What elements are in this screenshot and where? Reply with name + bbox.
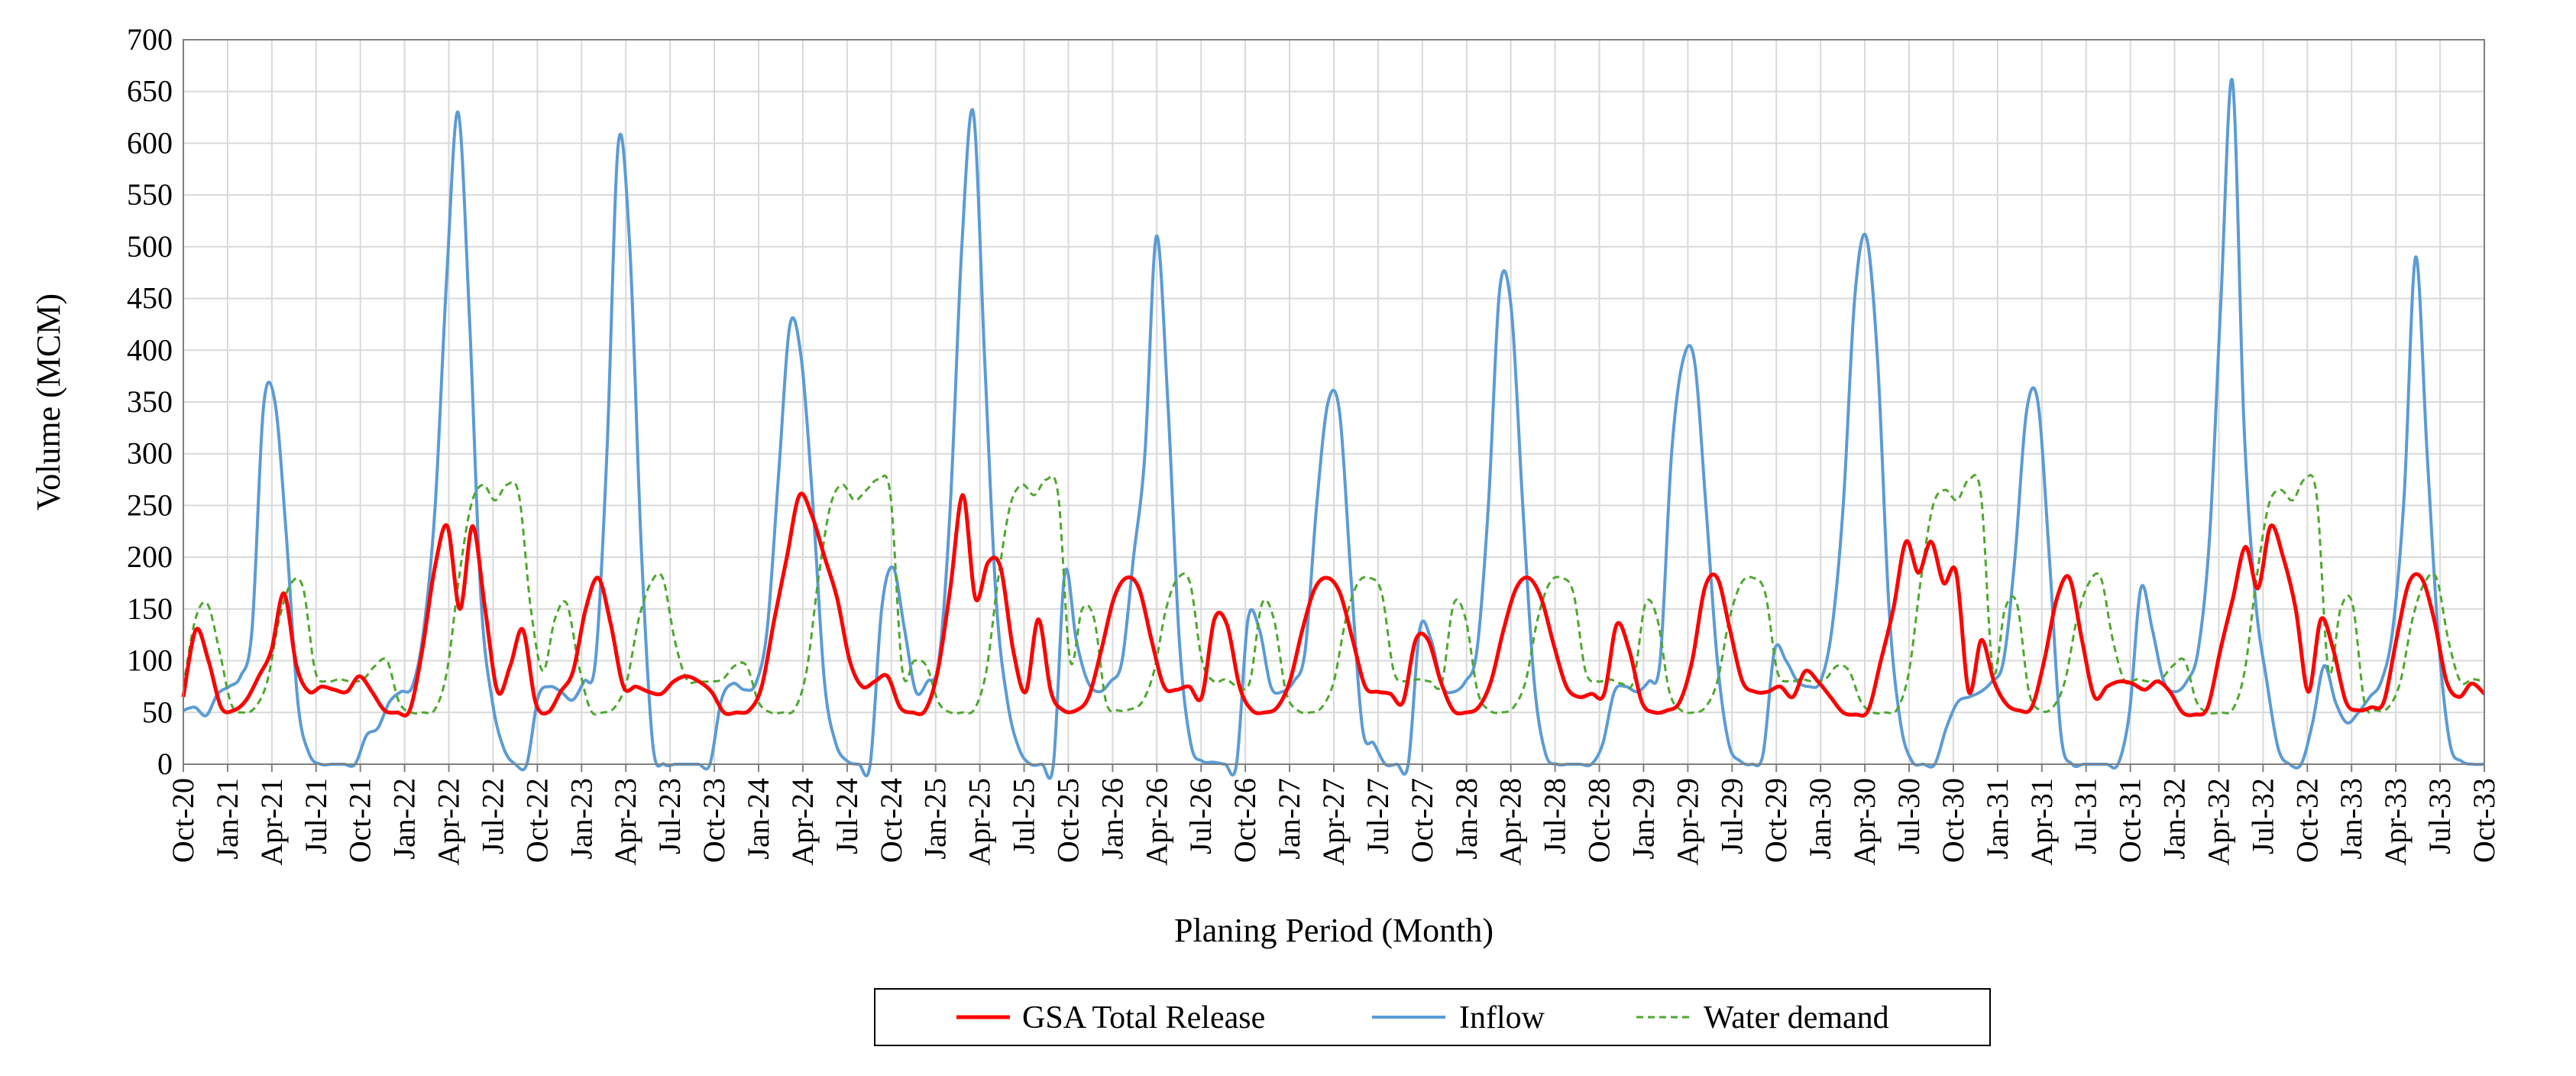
x-tick-label-Jan-31: Jan-31 [1980, 778, 2015, 860]
y-tick-label-450: 450 [127, 281, 173, 316]
x-tick-label-Oct-27: Oct-27 [1405, 778, 1439, 863]
y-tick-label-700: 700 [127, 22, 173, 57]
x-tick-label-Apr-33: Apr-33 [2378, 778, 2413, 866]
x-tick-label-Jan-21: Jan-21 [210, 778, 244, 860]
y-tick-label-650: 650 [127, 74, 173, 109]
y-tick-label-0: 0 [157, 747, 173, 781]
x-tick-label-Oct-25: Oct-25 [1050, 778, 1085, 863]
x-tick-label-Oct-33: Oct-33 [2467, 778, 2501, 863]
x-tick-label-Oct-32: Oct-32 [2290, 778, 2324, 863]
x-tick-label-Jul-32: Jul-32 [2245, 778, 2280, 854]
x-tick-label-Apr-27: Apr-27 [1316, 778, 1351, 866]
x-tick-label-Jul-31: Jul-31 [2069, 778, 2103, 854]
y-tick-label-200: 200 [127, 540, 173, 574]
x-tick-label-Apr-32: Apr-32 [2201, 778, 2235, 866]
x-tick-label-Jan-27: Jan-27 [1272, 778, 1306, 860]
y-axis-title: Volume (MCM) [30, 293, 67, 510]
x-tick-label-Jan-24: Jan-24 [741, 778, 775, 860]
legend-label-gsa-total-release: GSA Total Release [1022, 1000, 1265, 1035]
y-tick-label-250: 250 [127, 488, 173, 522]
y-tick-label-400: 400 [127, 332, 173, 367]
x-tick-label-Apr-24: Apr-24 [785, 778, 820, 866]
y-tick-label-350: 350 [127, 384, 173, 419]
x-tick-label-Oct-22: Oct-22 [519, 778, 554, 863]
x-tick-label-Jul-27: Jul-27 [1361, 778, 1395, 854]
x-tick-label-Apr-28: Apr-28 [1493, 778, 1528, 866]
x-tick-label-Jan-32: Jan-32 [2157, 778, 2192, 860]
x-tick-label-Oct-20: Oct-20 [166, 778, 200, 863]
x-tick-label-Jan-29: Jan-29 [1626, 778, 1660, 860]
x-tick-label-Jul-25: Jul-25 [1007, 778, 1041, 854]
series-line-water-demand [182, 474, 2485, 716]
x-tick-label-Apr-23: Apr-23 [608, 778, 642, 866]
x-tick-label-Jul-22: Jul-22 [475, 778, 510, 854]
x-tick-label-Apr-21: Apr-21 [254, 778, 289, 866]
x-tick-label-Jan-30: Jan-30 [1803, 778, 1837, 860]
x-tick-label-Oct-26: Oct-26 [1228, 778, 1262, 863]
x-tick-label-Apr-26: Apr-26 [1139, 778, 1173, 866]
y-tick-label-600: 600 [127, 125, 173, 160]
y-tick-label-150: 150 [127, 591, 173, 626]
x-tick-label-Apr-31: Apr-31 [2024, 778, 2059, 866]
x-tick-label-Jan-28: Jan-28 [1449, 778, 1484, 860]
x-tick-label-Jul-28: Jul-28 [1538, 778, 1572, 854]
legend-label-inflow: Inflow [1459, 1000, 1545, 1035]
y-tick-label-300: 300 [127, 436, 173, 471]
x-tick-label-Jan-33: Jan-33 [2334, 778, 2368, 860]
x-tick-label-Jul-23: Jul-23 [652, 778, 687, 854]
x-tick-label-Apr-22: Apr-22 [432, 778, 466, 866]
x-tick-label-Jan-26: Jan-26 [1095, 778, 1129, 860]
x-tick-label-Oct-24: Oct-24 [874, 778, 908, 863]
y-tick-label-100: 100 [127, 643, 173, 678]
x-tick-label-Jul-24: Jul-24 [830, 778, 864, 854]
y-tick-label-50: 50 [142, 695, 173, 729]
x-tick-label-Apr-29: Apr-29 [1670, 778, 1704, 866]
legend: GSA Total Release Inflow Water demand [874, 988, 1991, 1046]
legend-label-water-demand: Water demand [1704, 1000, 1889, 1035]
x-tick-label-Oct-30: Oct-30 [1936, 778, 1970, 863]
y-tick-label-500: 500 [127, 229, 173, 264]
x-tick-label-Jul-26: Jul-26 [1183, 778, 1218, 854]
x-axis: Oct-20 Jan-21 Apr-21 Jul-21 Oct-21 Jan-22 Apr-… [166, 764, 2501, 866]
x-axis-title: Planing Period (Month) [1174, 912, 1493, 949]
x-tick-label-Apr-25: Apr-25 [963, 778, 997, 866]
x-tick-label-Jan-22: Jan-22 [387, 778, 422, 860]
series-line-gsa-total-release [181, 491, 2486, 718]
x-tick-label-Oct-23: Oct-23 [697, 778, 731, 863]
x-tick-label-Apr-30: Apr-30 [1847, 778, 1882, 866]
x-tick-label-Oct-28: Oct-28 [1582, 778, 1616, 863]
x-tick-label-Jul-33: Jul-33 [2422, 778, 2457, 854]
y-axis: 0 50 100 150 200 250 300 350 400 450 500 550 600 650 7… [127, 22, 173, 781]
x-tick-label-Jul-29: Jul-29 [1714, 778, 1749, 854]
x-tick-label-Oct-31: Oct-31 [2113, 778, 2147, 863]
x-tick-label-Oct-21: Oct-21 [343, 778, 377, 863]
x-tick-label-Jan-23: Jan-23 [564, 778, 598, 860]
x-tick-label-Jan-25: Jan-25 [918, 778, 953, 860]
x-tick-label-Jul-30: Jul-30 [1892, 778, 1926, 854]
x-tick-label-Jul-21: Jul-21 [299, 778, 333, 854]
x-tick-label-Oct-29: Oct-29 [1759, 778, 1793, 863]
y-tick-label-550: 550 [127, 177, 173, 212]
